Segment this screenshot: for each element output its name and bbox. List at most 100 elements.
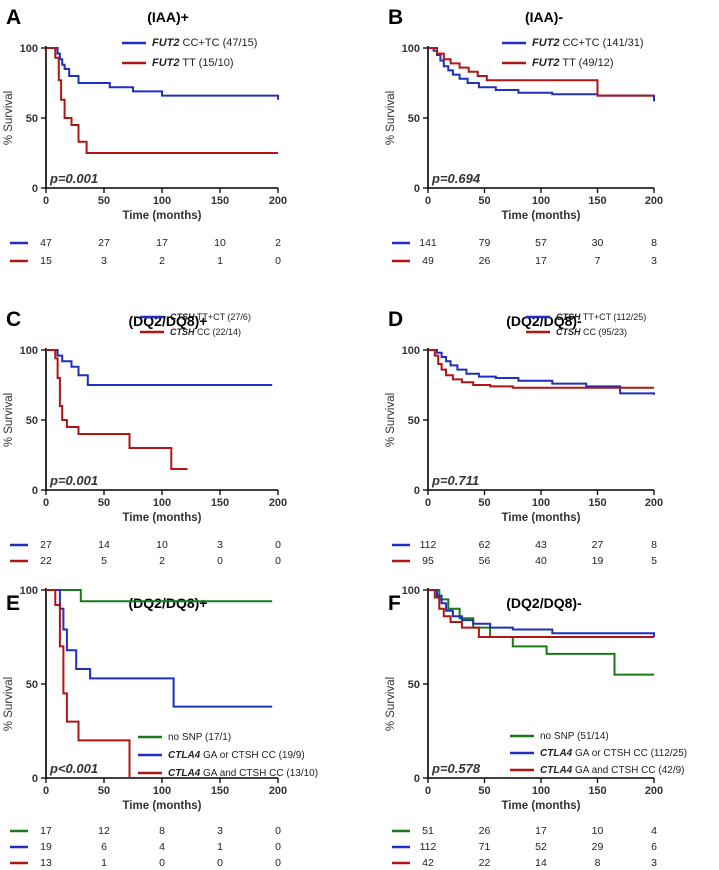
risk-count: 0 — [275, 555, 281, 567]
y-tick-label: 100 — [402, 345, 420, 357]
risk-count: 0 — [217, 555, 223, 567]
risk-count: 30 — [592, 237, 604, 249]
p-value: p=0.711 — [431, 473, 479, 488]
risk-count: 62 — [479, 539, 491, 551]
risk-count: 27 — [98, 237, 110, 249]
p-value: p=0.001 — [49, 171, 98, 186]
x-tick-label: 150 — [211, 497, 229, 509]
risk-count: 0 — [159, 857, 165, 869]
x-tick-label: 50 — [98, 195, 110, 207]
risk-count: 6 — [101, 841, 107, 853]
risk-count: 71 — [479, 841, 491, 853]
risk-count: 4 — [651, 825, 657, 837]
panel-title: (DQ2/DQ8)- — [506, 313, 582, 329]
risk-count: 10 — [156, 539, 168, 551]
survival-curve-red — [46, 589, 131, 778]
risk-count: 1 — [217, 255, 223, 267]
risk-count: 3 — [651, 857, 657, 869]
risk-count: 14 — [535, 857, 547, 869]
risk-count: 27 — [40, 539, 52, 551]
survival-curve-red — [428, 589, 654, 638]
y-tick-label: 50 — [26, 679, 38, 691]
risk-count: 8 — [651, 237, 657, 249]
risk-count: 3 — [101, 255, 107, 267]
risk-count: 49 — [422, 255, 434, 267]
y-tick-label: 50 — [26, 415, 38, 427]
risk-count: 29 — [592, 841, 604, 853]
y-tick-label: 0 — [414, 485, 420, 497]
risk-count: 5 — [651, 555, 657, 567]
legend-entry: FUT2 TT (15/10) — [152, 57, 234, 69]
panel-title: (IAA)- — [525, 9, 563, 25]
survival-curve-blue — [46, 47, 279, 100]
x-tick-label: 200 — [645, 195, 663, 207]
risk-count: 141 — [419, 237, 437, 249]
risk-count: 42 — [422, 857, 434, 869]
risk-count: 52 — [535, 841, 547, 853]
legend-entry: CTLA4 GA or CTSH CC (19/9) — [168, 750, 305, 761]
risk-count: 51 — [422, 825, 434, 837]
risk-count: 0 — [217, 857, 223, 869]
risk-count: 26 — [479, 255, 491, 267]
y-tick-label: 0 — [414, 183, 420, 195]
risk-count: 0 — [275, 857, 281, 869]
risk-count: 2 — [159, 255, 165, 267]
x-tick-label: 50 — [98, 497, 110, 509]
p-value: p=0.001 — [49, 473, 98, 488]
y-axis-label: % Survival — [385, 393, 397, 447]
risk-count: 19 — [592, 555, 604, 567]
risk-count: 27 — [592, 539, 604, 551]
survival-curve-green — [46, 589, 273, 603]
risk-count: 40 — [535, 555, 547, 567]
x-tick-label: 50 — [98, 785, 110, 797]
y-tick-label: 0 — [32, 485, 38, 497]
survival-curve-blue — [428, 349, 655, 395]
x-tick-label: 150 — [211, 785, 229, 797]
risk-count: 0 — [275, 825, 281, 837]
panel-b: B (IAA)- 0 50 100 150 200 0 50 100 Time (months) % … — [385, 6, 663, 267]
legend-entry: CTLA4 GA and CTSH CC (13/10) — [168, 768, 318, 779]
panel-title: (DQ2/DQ8)+ — [129, 595, 208, 611]
panel-letter: C — [6, 308, 21, 331]
legend-entry: no SNP (17/1) — [168, 732, 231, 743]
risk-count: 8 — [159, 825, 165, 837]
legend-entry: CTLA4 GA or CTSH CC (112/25) — [540, 748, 687, 759]
legend-entry: CTSH CC (22/14) — [170, 327, 241, 337]
legend-entry: CTSH CC (95/23) — [556, 327, 627, 337]
y-tick-label: 0 — [414, 773, 420, 785]
x-tick-label: 50 — [478, 785, 490, 797]
risk-count: 112 — [420, 539, 437, 551]
x-axis-label: Time (months) — [501, 800, 580, 812]
x-tick-label: 100 — [532, 497, 550, 509]
risk-count: 22 — [40, 555, 52, 567]
risk-count: 17 — [156, 237, 168, 249]
risk-count: 2 — [275, 237, 281, 249]
risk-count: 0 — [275, 539, 281, 551]
panel-d: D (DQ2/DQ8)- 0 50 100 150 200 0 50 100 Time (month… — [385, 308, 663, 567]
x-tick-label: 100 — [532, 195, 550, 207]
x-tick-label: 50 — [478, 497, 490, 509]
x-tick-label: 0 — [425, 195, 431, 207]
y-tick-label: 100 — [402, 43, 420, 55]
risk-count: 10 — [592, 825, 604, 837]
x-tick-label: 0 — [43, 785, 49, 797]
risk-count: 26 — [479, 825, 491, 837]
panel-letter: D — [388, 308, 403, 331]
y-tick-label: 100 — [20, 345, 38, 357]
y-tick-label: 50 — [408, 113, 420, 125]
risk-count: 6 — [651, 841, 657, 853]
x-tick-label: 0 — [43, 497, 49, 509]
risk-count: 3 — [217, 539, 223, 551]
panel-title: (IAA)+ — [147, 9, 189, 25]
survival-curve-blue — [428, 589, 655, 637]
x-tick-label: 0 — [425, 785, 431, 797]
legend-entry: CTSH TT+CT (112/25) — [556, 312, 646, 322]
y-axis-label: % Survival — [385, 677, 397, 731]
survival-curve-blue — [428, 47, 655, 102]
panel-letter: B — [388, 6, 403, 29]
legend-entry: FUT2 CC+TC (141/31) — [532, 37, 644, 49]
p-value: p=0.694 — [431, 171, 481, 186]
risk-count: 14 — [98, 539, 110, 551]
x-axis-label: Time (months) — [122, 512, 201, 524]
